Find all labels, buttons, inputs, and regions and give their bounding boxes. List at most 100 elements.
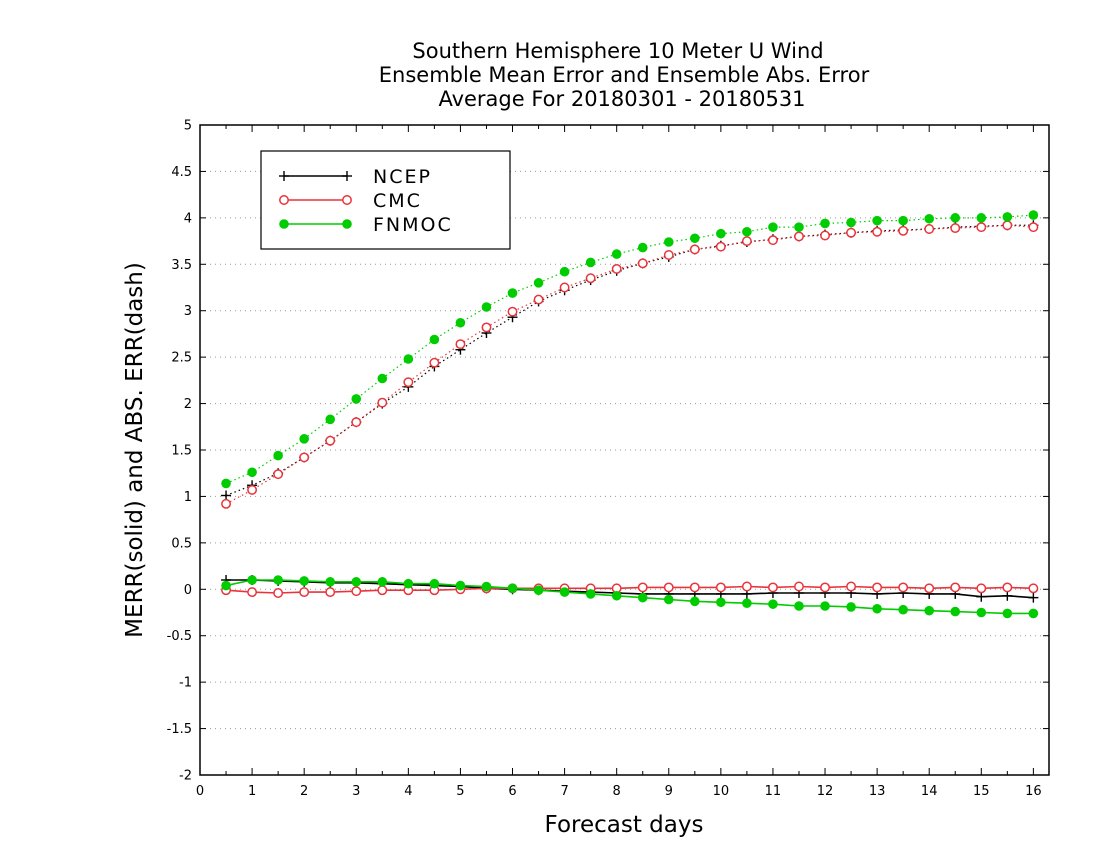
x-tick-label: 14 xyxy=(921,784,938,799)
data-point xyxy=(768,599,778,609)
data-point xyxy=(429,578,440,589)
data-point xyxy=(585,273,596,284)
x-tick-label: 13 xyxy=(869,784,886,799)
y-tick-label: -1 xyxy=(179,676,192,691)
series-cmc-merr-line xyxy=(225,585,1034,594)
data-point xyxy=(559,266,570,277)
data-point xyxy=(846,602,856,612)
data-point xyxy=(767,235,778,246)
chart-title: Southern Hemisphere 10 Meter U WindEnsem… xyxy=(379,39,870,111)
y-tick-label: 4 xyxy=(184,211,192,226)
data-point xyxy=(342,219,352,229)
data-point xyxy=(611,263,622,274)
y-tick-label: 1 xyxy=(184,490,192,505)
y-tick-label: 3 xyxy=(184,304,192,319)
data-point xyxy=(794,581,804,592)
x-tick-label: 5 xyxy=(456,784,464,799)
data-point xyxy=(273,450,283,461)
data-point xyxy=(690,596,700,607)
data-point xyxy=(533,294,544,305)
data-point xyxy=(715,241,726,252)
y-tick-label: -1.5 xyxy=(167,722,192,737)
x-tick-label: 6 xyxy=(508,784,516,799)
data-point xyxy=(741,236,752,247)
x-tick-label: 1 xyxy=(248,784,256,799)
data-point xyxy=(247,575,257,585)
data-point xyxy=(221,490,232,501)
data-point xyxy=(689,582,700,593)
x-tick-label: 7 xyxy=(560,784,568,799)
data-point xyxy=(481,302,492,312)
data-point xyxy=(950,213,961,223)
y-tick-label: -2 xyxy=(179,769,192,784)
data-point xyxy=(950,582,961,593)
data-point xyxy=(325,587,336,598)
x-tick-label: 16 xyxy=(1025,784,1042,799)
data-point xyxy=(637,592,648,603)
data-point xyxy=(1002,212,1013,222)
x-tick-label: 3 xyxy=(352,784,360,799)
data-point xyxy=(247,484,258,495)
data-point xyxy=(950,223,961,234)
data-point xyxy=(950,606,961,617)
data-point xyxy=(585,257,596,268)
data-point xyxy=(663,250,674,260)
data-point xyxy=(507,583,518,594)
data-point xyxy=(559,587,570,597)
series-cmc xyxy=(221,220,1039,598)
x-axis-ticks: 0 1 2 3 4 5 6 7 8 9 10 11 12 13 14 15 16 xyxy=(196,125,1042,799)
x-tick-label: 10 xyxy=(713,784,730,799)
data-point xyxy=(846,581,857,592)
data-point xyxy=(716,597,726,608)
data-point xyxy=(976,591,987,602)
data-point xyxy=(611,590,622,601)
data-point xyxy=(1028,592,1039,603)
data-point xyxy=(377,397,388,408)
data-point xyxy=(1002,582,1013,593)
data-point xyxy=(325,435,336,446)
data-point xyxy=(533,585,544,596)
y-tick-label: 5 xyxy=(184,119,192,134)
data-point xyxy=(403,377,414,388)
data-point xyxy=(279,171,289,181)
series-ncep-abs-err-line xyxy=(225,224,1034,497)
data-point xyxy=(898,225,909,236)
data-point xyxy=(351,394,362,404)
data-point xyxy=(690,233,700,244)
data-point xyxy=(273,588,284,598)
data-point xyxy=(507,288,518,298)
data-point xyxy=(1028,583,1039,594)
data-point xyxy=(221,498,231,509)
data-point xyxy=(637,582,648,593)
y-tick-label: 3.5 xyxy=(171,258,192,273)
data-point xyxy=(455,580,466,591)
data-point xyxy=(637,242,648,253)
data-point xyxy=(1028,222,1039,233)
data-point xyxy=(976,583,987,594)
data-point xyxy=(846,227,857,238)
data-point xyxy=(846,217,856,228)
chart-title-line: Ensemble Mean Error and Ensemble Abs. Er… xyxy=(379,63,870,87)
data-point xyxy=(221,580,231,591)
data-point xyxy=(507,306,518,317)
data-point xyxy=(976,222,987,233)
data-point xyxy=(559,282,570,293)
data-point xyxy=(299,587,310,598)
data-point xyxy=(820,601,830,611)
data-point xyxy=(377,585,388,596)
data-point xyxy=(741,581,752,592)
data-point xyxy=(1002,608,1013,619)
series-fnmoc xyxy=(221,210,1039,619)
data-point xyxy=(898,582,909,593)
data-point xyxy=(663,594,674,605)
series-ncep xyxy=(221,220,1039,603)
x-tick-label: 4 xyxy=(404,784,412,799)
data-point xyxy=(689,244,700,255)
legend-item-cmc: CMC xyxy=(279,190,420,212)
y-tick-label: 2.5 xyxy=(171,351,192,366)
data-point xyxy=(872,603,882,614)
data-point xyxy=(820,218,830,229)
series-cmc-abs-err-line xyxy=(225,224,1034,505)
data-point xyxy=(455,339,466,350)
